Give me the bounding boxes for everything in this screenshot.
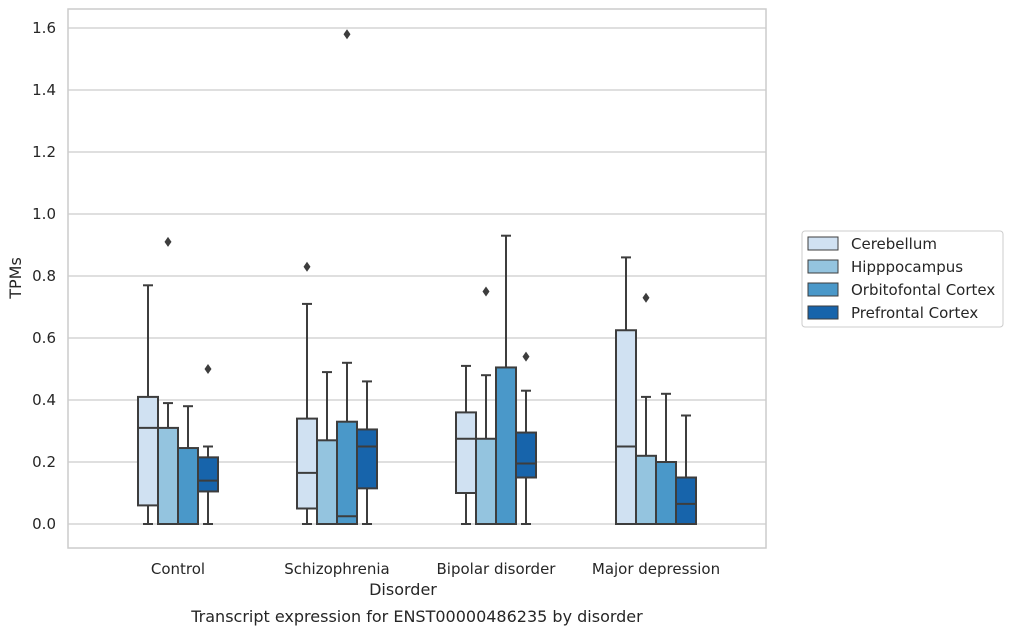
y-tick-label: 0.2	[32, 453, 56, 471]
y-tick-label: 0.8	[32, 267, 56, 285]
box-hipppocampus	[635, 292, 657, 525]
box-cerebellum	[296, 261, 318, 525]
y-tick-label: 1.4	[32, 81, 56, 99]
legend-frame	[801, 230, 1004, 328]
box-body	[655, 461, 677, 525]
x-tick-label: Major depression	[592, 560, 720, 578]
box-prefrontal-cortex	[197, 364, 219, 525]
outlier-point	[164, 236, 172, 247]
box-cerebellum	[137, 284, 159, 525]
box-body	[137, 395, 159, 507]
outlier-point	[482, 286, 490, 297]
y-tick-label: 1.2	[32, 143, 56, 161]
box-body	[455, 411, 477, 494]
box-orbitofontal-cortex	[495, 234, 517, 526]
y-tick-label: 0.0	[32, 515, 56, 533]
y-tick-label: 0.4	[32, 391, 56, 409]
legend-label: Prefrontal Cortex	[851, 304, 978, 322]
box-body	[356, 428, 378, 490]
box-prefrontal-cortex	[515, 351, 537, 525]
box-body	[675, 476, 697, 525]
box-body	[495, 366, 517, 526]
y-axis-label: TPMs	[6, 257, 25, 300]
box-hipppocampus	[157, 236, 179, 525]
x-tick-labels: Control Schizophrenia Bipolar disorder Majo…	[151, 560, 720, 578]
box-plots	[137, 29, 697, 526]
box-prefrontal-cortex	[675, 414, 697, 525]
y-tick-label: 1.6	[32, 19, 56, 37]
box-body	[615, 329, 637, 525]
box-cerebellum	[455, 364, 477, 525]
box-body	[177, 447, 199, 525]
chart-caption: Transcript expression for ENST0000048623…	[190, 607, 643, 626]
plot-frame	[67, 8, 767, 549]
x-tick-label: Control	[151, 560, 205, 578]
box-body	[316, 439, 338, 525]
y-tick-label: 1.0	[32, 205, 56, 223]
y-tick-label: 0.6	[32, 329, 56, 347]
outlier-point	[642, 292, 650, 303]
box-prefrontal-cortex	[356, 380, 378, 525]
legend-swatch	[807, 305, 839, 320]
legend-label: Hipppocampus	[851, 258, 963, 276]
box-body	[296, 417, 318, 510]
box-body	[515, 431, 537, 479]
outlier-point	[204, 364, 212, 374]
legend-label: Orbitofontal Cortex	[851, 281, 995, 299]
legend-swatch	[807, 282, 839, 297]
legend-swatch	[807, 259, 839, 274]
outlier-point	[522, 351, 530, 362]
box-body	[635, 454, 657, 525]
box-body	[157, 426, 179, 525]
box-body	[475, 437, 497, 525]
y-tick-labels: 0.0 0.2 0.4 0.6 0.8 1.0 1.2 1.4 1.6	[32, 19, 56, 533]
box-body	[336, 420, 358, 526]
x-tick-label: Bipolar disorder	[437, 560, 557, 578]
legend-label: Cerebellum	[851, 235, 937, 253]
box-body	[197, 456, 219, 493]
x-axis-label: Disorder	[369, 580, 437, 599]
outlier-point	[343, 29, 351, 40]
box-orbitofontal-cortex	[655, 392, 677, 525]
outlier-point	[303, 261, 311, 272]
legend: Cerebellum Hipppocampus Orbitofontal Corte…	[801, 230, 1004, 328]
x-tick-label: Schizophrenia	[284, 560, 389, 578]
box-hipppocampus	[316, 371, 338, 525]
box-orbitofontal-cortex	[177, 405, 199, 525]
box-hipppocampus	[475, 286, 497, 525]
box-cerebellum	[615, 256, 637, 525]
legend-swatch	[807, 236, 839, 251]
